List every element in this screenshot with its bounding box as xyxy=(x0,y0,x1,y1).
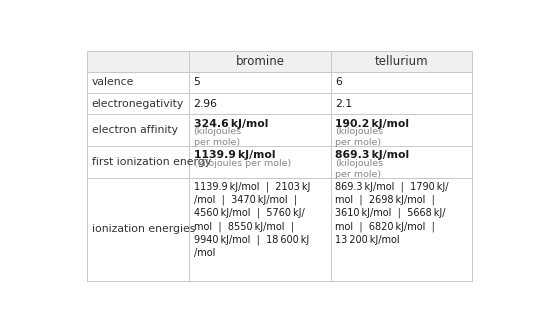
Bar xyxy=(331,146,472,177)
Text: first ionization energy: first ionization energy xyxy=(92,157,211,167)
Bar xyxy=(331,93,472,114)
Bar xyxy=(189,146,331,177)
Text: 324.6 kJ/mol: 324.6 kJ/mol xyxy=(194,119,268,129)
Text: ionization energies: ionization energies xyxy=(92,224,195,234)
Text: tellurium: tellurium xyxy=(375,55,428,68)
Text: (kilojoules
per mole): (kilojoules per mole) xyxy=(335,159,383,179)
Text: 1139.9 kJ/mol: 1139.9 kJ/mol xyxy=(194,151,275,160)
Text: (kilojoules
per mole): (kilojoules per mole) xyxy=(335,127,383,147)
Bar xyxy=(331,177,472,280)
Text: 2.1: 2.1 xyxy=(335,99,352,109)
Bar xyxy=(331,114,472,146)
Bar xyxy=(189,93,331,114)
Bar xyxy=(189,114,331,146)
Text: electronegativity: electronegativity xyxy=(92,99,184,109)
Text: electron affinity: electron affinity xyxy=(92,125,177,135)
Text: bromine: bromine xyxy=(235,55,284,68)
Bar xyxy=(87,72,189,93)
Text: 6: 6 xyxy=(335,77,342,88)
Text: valence: valence xyxy=(92,77,134,88)
Bar xyxy=(87,177,189,280)
Bar xyxy=(189,72,331,93)
Bar xyxy=(87,114,189,146)
Text: 1139.9 kJ/mol  |  2103 kJ
/mol  |  3470 kJ/mol  |
4560 kJ/mol  |  5760 kJ/
mol  : 1139.9 kJ/mol | 2103 kJ /mol | 3470 kJ/m… xyxy=(194,181,310,258)
Text: 869.3 kJ/mol: 869.3 kJ/mol xyxy=(335,151,409,160)
Bar xyxy=(189,51,331,72)
Text: (kilojoules per mole): (kilojoules per mole) xyxy=(194,159,291,168)
Bar xyxy=(331,72,472,93)
Bar xyxy=(87,146,189,177)
Text: 190.2 kJ/mol: 190.2 kJ/mol xyxy=(335,119,409,129)
Text: 2.96: 2.96 xyxy=(194,99,217,109)
Bar xyxy=(87,93,189,114)
Bar xyxy=(331,51,472,72)
Bar xyxy=(189,177,331,280)
Text: 5: 5 xyxy=(194,77,200,88)
Bar xyxy=(87,51,189,72)
Text: 869.3 kJ/mol  |  1790 kJ/
mol  |  2698 kJ/mol  |
3610 kJ/mol  |  5668 kJ/
mol  |: 869.3 kJ/mol | 1790 kJ/ mol | 2698 kJ/mo… xyxy=(335,181,448,245)
Text: (kilojoules
per mole): (kilojoules per mole) xyxy=(194,127,242,147)
